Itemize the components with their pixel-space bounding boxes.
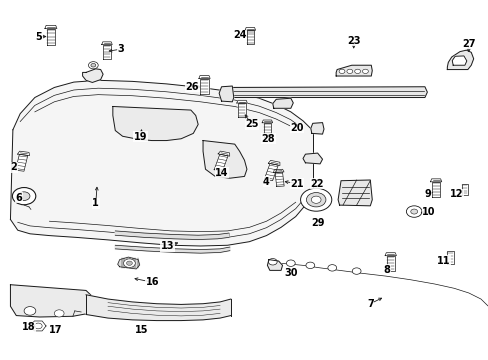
Circle shape	[268, 258, 277, 265]
Circle shape	[88, 62, 98, 69]
Text: 24: 24	[233, 31, 246, 40]
Text: 22: 22	[310, 179, 323, 189]
Circle shape	[327, 265, 336, 271]
Polygon shape	[429, 179, 441, 182]
Polygon shape	[451, 56, 466, 65]
Text: 2: 2	[10, 162, 17, 172]
Text: 19: 19	[134, 132, 147, 142]
Polygon shape	[222, 87, 427, 98]
Circle shape	[305, 262, 314, 269]
Text: 20: 20	[290, 123, 303, 133]
Text: 9: 9	[424, 189, 430, 199]
Polygon shape	[113, 107, 198, 140]
Polygon shape	[337, 180, 371, 206]
Circle shape	[410, 209, 417, 214]
Text: 3: 3	[118, 44, 124, 54]
Circle shape	[362, 69, 367, 73]
Circle shape	[54, 310, 64, 317]
Polygon shape	[264, 163, 278, 181]
Polygon shape	[244, 27, 255, 30]
Polygon shape	[335, 65, 371, 76]
Text: 25: 25	[244, 120, 258, 129]
Polygon shape	[303, 153, 322, 164]
Polygon shape	[30, 321, 46, 331]
Text: 21: 21	[290, 179, 303, 189]
Polygon shape	[103, 45, 110, 59]
Circle shape	[346, 69, 352, 73]
Polygon shape	[447, 50, 473, 69]
Circle shape	[18, 192, 30, 201]
Polygon shape	[236, 100, 247, 103]
Polygon shape	[272, 98, 293, 108]
Text: 13: 13	[161, 241, 174, 251]
Polygon shape	[86, 295, 230, 320]
Polygon shape	[10, 80, 312, 246]
Polygon shape	[214, 154, 227, 171]
Circle shape	[300, 188, 331, 211]
Text: 4: 4	[263, 177, 269, 187]
Polygon shape	[45, 25, 57, 28]
Circle shape	[354, 69, 360, 73]
Polygon shape	[203, 140, 246, 178]
Text: 27: 27	[461, 39, 474, 49]
Text: 11: 11	[436, 256, 450, 266]
Polygon shape	[273, 169, 284, 172]
Circle shape	[351, 268, 360, 274]
Text: 10: 10	[421, 207, 435, 217]
Circle shape	[34, 323, 42, 329]
Polygon shape	[461, 184, 467, 195]
Polygon shape	[46, 28, 55, 45]
Text: 1: 1	[92, 198, 99, 208]
Circle shape	[306, 193, 325, 207]
Circle shape	[91, 63, 96, 67]
Polygon shape	[16, 154, 28, 171]
Text: 26: 26	[185, 82, 199, 92]
Text: 7: 7	[366, 299, 373, 309]
Polygon shape	[200, 78, 208, 94]
Polygon shape	[446, 251, 453, 264]
Polygon shape	[386, 256, 394, 271]
Polygon shape	[115, 245, 229, 253]
Polygon shape	[385, 253, 396, 256]
Text: 18: 18	[21, 322, 35, 332]
Polygon shape	[115, 231, 228, 239]
Text: 28: 28	[261, 134, 275, 144]
Circle shape	[123, 259, 135, 267]
Circle shape	[338, 69, 344, 73]
Text: 14: 14	[215, 168, 228, 178]
Polygon shape	[102, 42, 112, 45]
Polygon shape	[18, 151, 29, 156]
Text: 6: 6	[16, 193, 22, 203]
Text: 16: 16	[145, 277, 159, 287]
Polygon shape	[219, 86, 233, 102]
Text: 15: 15	[135, 325, 148, 334]
Circle shape	[126, 261, 132, 265]
Polygon shape	[199, 76, 210, 78]
Polygon shape	[267, 260, 282, 270]
Text: 12: 12	[449, 189, 463, 199]
Polygon shape	[218, 151, 229, 156]
Text: 17: 17	[48, 325, 62, 335]
Text: 30: 30	[284, 268, 298, 278]
Circle shape	[12, 188, 36, 205]
Text: 23: 23	[346, 36, 360, 46]
Text: 5: 5	[35, 32, 42, 41]
Text: 29: 29	[311, 218, 324, 228]
Polygon shape	[246, 30, 254, 44]
Polygon shape	[274, 172, 284, 186]
Polygon shape	[10, 285, 96, 317]
Circle shape	[406, 206, 421, 217]
Polygon shape	[263, 123, 271, 137]
Polygon shape	[310, 123, 324, 134]
Polygon shape	[82, 69, 103, 82]
Circle shape	[286, 260, 295, 266]
Polygon shape	[118, 257, 140, 269]
Circle shape	[24, 307, 36, 315]
Polygon shape	[431, 182, 439, 197]
Polygon shape	[262, 120, 272, 123]
Polygon shape	[238, 103, 245, 117]
Circle shape	[311, 196, 321, 203]
Polygon shape	[268, 161, 279, 166]
Text: 8: 8	[383, 265, 389, 275]
